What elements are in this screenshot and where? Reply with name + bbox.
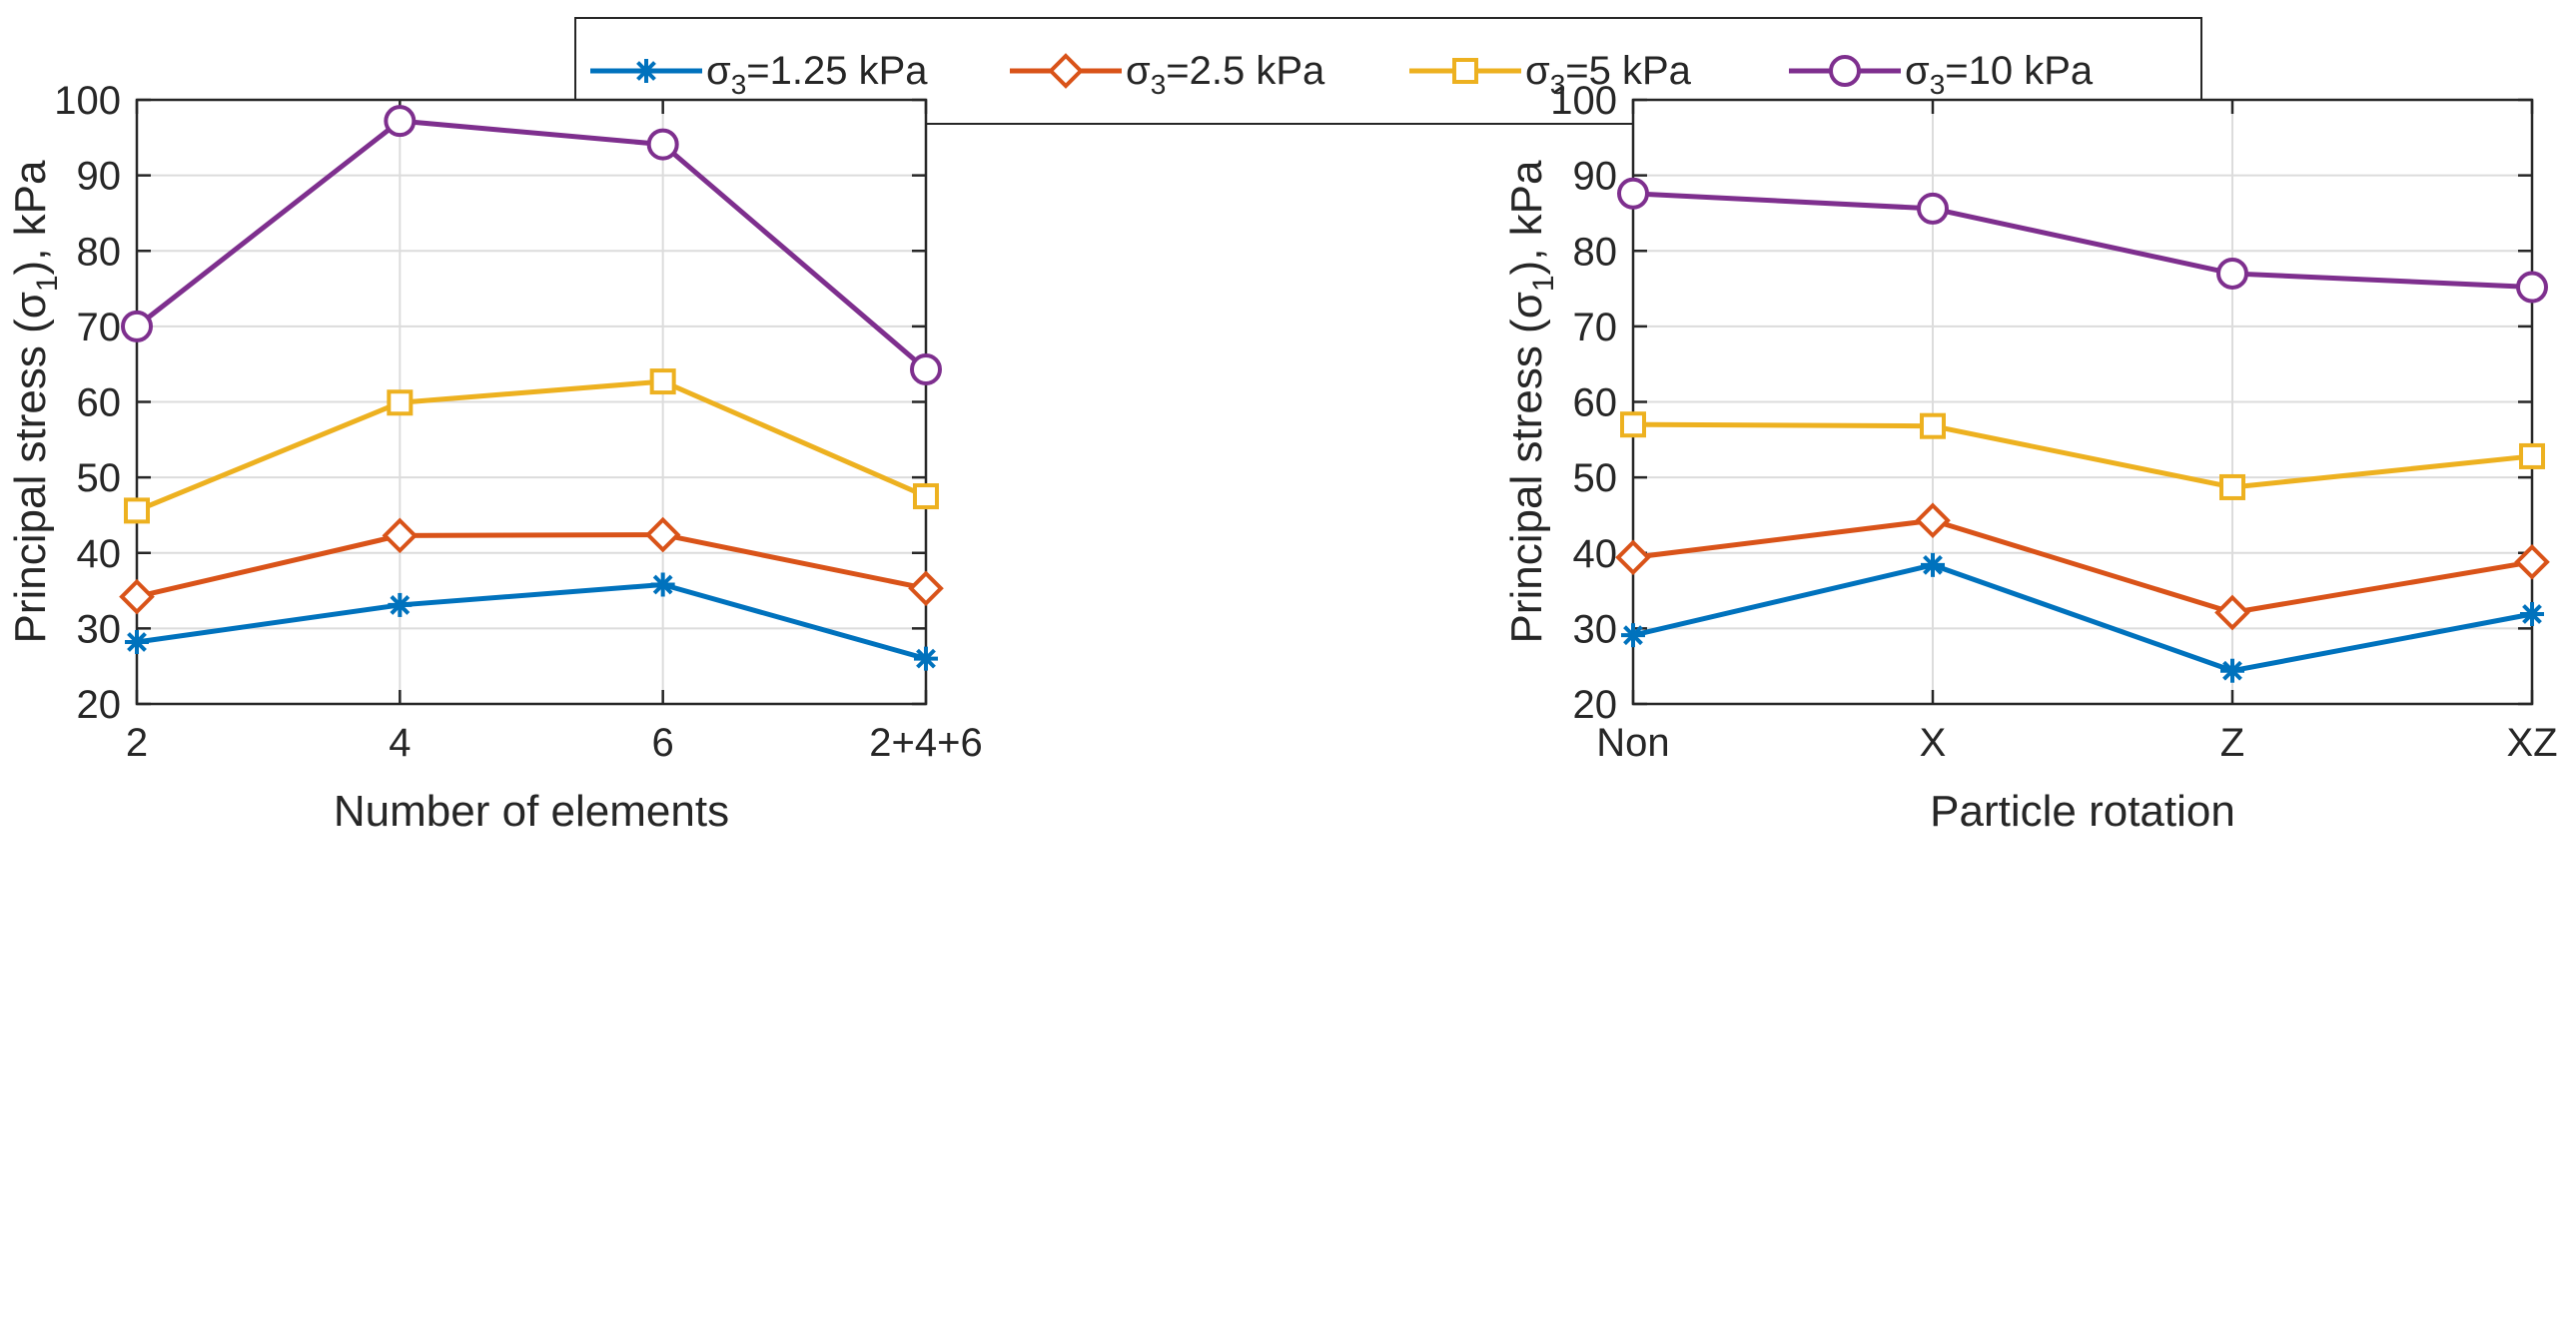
- series-line: [135, 118, 928, 371]
- series-2: [124, 368, 939, 524]
- data-point: [125, 629, 149, 654]
- y-tick-label: 90: [77, 155, 122, 199]
- y-tick-label: 80: [77, 230, 122, 274]
- y-axis-label: Principal stress (σ1), kPa: [1502, 160, 1560, 643]
- data-point: [1920, 412, 1946, 439]
- legend-label: σ3=5 kPa: [1525, 49, 1691, 100]
- y-tick-label: 60: [1573, 381, 1618, 425]
- legend-swatch: [1409, 58, 1521, 84]
- series-line: [1632, 421, 2533, 490]
- series-line: [136, 378, 928, 513]
- data-point: [644, 516, 681, 553]
- series-line: [136, 532, 927, 600]
- y-tick-label: 100: [54, 79, 121, 123]
- data-point: [910, 352, 942, 385]
- legend-marker: [1829, 55, 1861, 87]
- legend-marker: [1452, 58, 1478, 84]
- legend-marker: [1048, 53, 1084, 89]
- legend-marker: [634, 59, 658, 83]
- legend-label: σ3=2.5 kPa: [1126, 49, 1325, 100]
- legend-item-sigma3-10: σ3=10 kPa: [1775, 19, 2194, 123]
- series-0: [1621, 552, 2544, 683]
- data-point: [1615, 539, 1651, 576]
- x-tick-label: 2: [126, 721, 148, 765]
- data-point: [1921, 552, 1945, 577]
- x-tick-label: 6: [652, 721, 674, 765]
- x-tick-label: X: [1920, 721, 1947, 765]
- data-point: [1617, 177, 1649, 210]
- data-point: [387, 389, 414, 416]
- x-tick-label: 2+4+6: [869, 721, 982, 765]
- y-tick-label: 60: [77, 381, 122, 425]
- data-point: [1915, 502, 1951, 539]
- data-point: [124, 497, 150, 524]
- data-point: [2519, 442, 2545, 469]
- series-line: [1632, 191, 2533, 291]
- series-0: [125, 572, 938, 671]
- x-tick-label: XZ: [2506, 721, 2557, 765]
- data-point: [1621, 623, 1645, 648]
- data-point: [119, 578, 155, 615]
- y-tick-label: 90: [1573, 155, 1618, 199]
- data-point: [2219, 473, 2245, 500]
- data-point: [1917, 192, 1949, 225]
- data-point: [1620, 411, 1646, 438]
- data-point: [913, 483, 939, 510]
- y-tick-label: 40: [77, 532, 122, 576]
- legend-swatch: [1010, 53, 1122, 89]
- y-tick-label: 70: [77, 306, 122, 349]
- x-axis-label: Particle rotation: [1930, 787, 2235, 836]
- legend-item-sigma3-2-5: σ3=2.5 kPa: [996, 19, 1395, 123]
- data-point: [382, 517, 419, 554]
- series-line: [136, 582, 927, 662]
- legend-swatch: [590, 59, 702, 83]
- data-point: [121, 310, 153, 342]
- y-tick-label: 50: [77, 456, 122, 500]
- x-tick-label: Non: [1596, 721, 1669, 765]
- legend-label: σ3=10 kPa: [1905, 49, 2094, 100]
- data-point: [914, 646, 938, 671]
- y-tick-label: 20: [1573, 683, 1618, 727]
- y-tick-label: 80: [1573, 230, 1618, 274]
- legend-swatch: [1789, 55, 1901, 87]
- series-1: [1615, 502, 2550, 631]
- series-line: [1632, 562, 2533, 674]
- data-point: [2520, 602, 2544, 627]
- legend-label: σ3=1.25 kPa: [706, 49, 928, 100]
- data-point: [649, 368, 676, 395]
- data-point: [646, 128, 679, 161]
- y-tick-label: 40: [1573, 532, 1618, 576]
- data-point: [2516, 271, 2548, 304]
- data-point: [2514, 543, 2550, 580]
- series-3: [1617, 177, 2548, 304]
- data-point: [388, 592, 413, 617]
- series-2: [1620, 411, 2545, 500]
- data-point: [2214, 594, 2250, 631]
- data-point: [908, 570, 944, 607]
- data-point: [2220, 658, 2244, 683]
- y-tick-label: 100: [1550, 79, 1617, 123]
- series-1: [119, 516, 944, 615]
- data-point: [2216, 257, 2248, 290]
- data-point: [384, 105, 417, 138]
- data-point: [650, 572, 675, 597]
- y-tick-label: 30: [1573, 607, 1618, 651]
- series-line: [1632, 517, 2533, 615]
- chart-number-of-elements: 20 30 40 50 60 70 80 90 100 2 4 6 2+4+6 Number of ele…: [6, 79, 983, 836]
- y-tick-label: 50: [1573, 456, 1618, 500]
- legend-item-sigma3-1-25: σ3=1.25 kPa: [576, 19, 996, 123]
- legend-item-sigma3-5: σ3=5 kPa: [1395, 19, 1775, 123]
- y-tick-label: 30: [77, 607, 122, 651]
- y-axis-label: Principal stress (σ1), kPa: [6, 160, 64, 643]
- y-tick-label: 70: [1573, 306, 1618, 349]
- x-tick-label: 4: [389, 721, 411, 765]
- x-axis-label: Number of elements: [334, 787, 729, 836]
- x-tick-label: Z: [2220, 721, 2244, 765]
- series-3: [121, 105, 942, 385]
- y-tick-label: 20: [77, 683, 122, 727]
